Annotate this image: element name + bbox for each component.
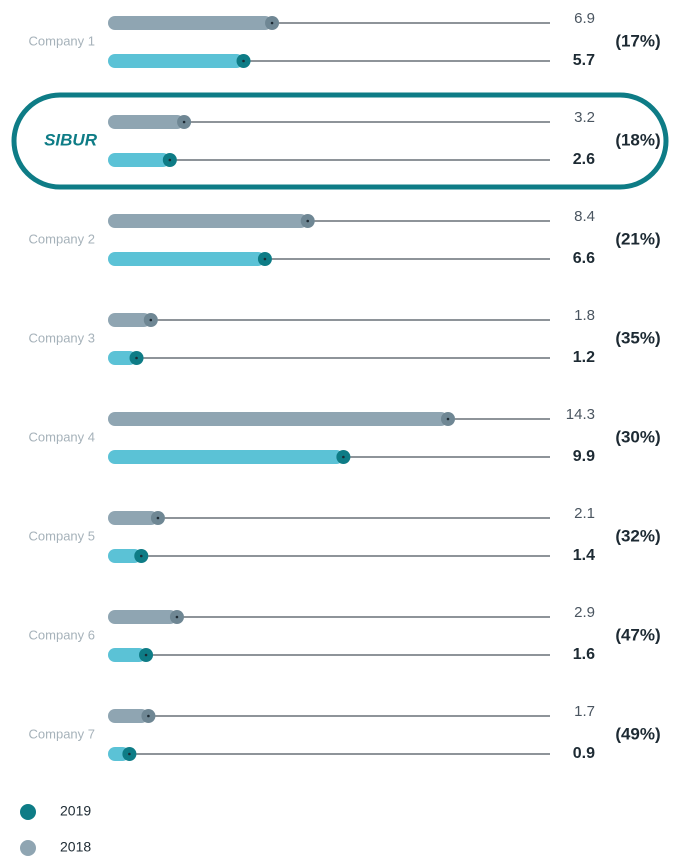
value-label: 14.3 xyxy=(566,406,595,423)
category-label: Company 7 xyxy=(29,726,95,741)
dot-center xyxy=(144,653,148,657)
bar xyxy=(108,252,265,266)
dot-center xyxy=(168,158,172,162)
change-label: (32%) xyxy=(615,526,660,545)
bar xyxy=(108,153,170,167)
value-label: 1.2 xyxy=(573,349,595,366)
value-label: 6.6 xyxy=(573,250,595,267)
category-logo: SIBUR xyxy=(44,130,98,149)
bar xyxy=(108,709,149,723)
dot-center xyxy=(175,615,179,619)
dot-center xyxy=(242,59,245,63)
bar xyxy=(108,54,244,68)
bar xyxy=(108,115,185,129)
highlight-frame xyxy=(11,92,669,190)
legend-label: 2019 xyxy=(60,803,91,819)
bar xyxy=(108,450,344,464)
dot-center xyxy=(149,318,153,322)
legend-label: 2018 xyxy=(60,839,91,855)
value-label: 2.9 xyxy=(574,604,595,621)
dot-center xyxy=(139,554,143,558)
change-label: (47%) xyxy=(615,625,660,644)
value-label: 3.2 xyxy=(574,109,595,126)
dot-center xyxy=(128,752,131,756)
bar xyxy=(108,313,151,327)
change-label: (49%) xyxy=(615,724,660,743)
change-label: (21%) xyxy=(615,229,660,248)
dot-center xyxy=(182,120,186,124)
dot-center xyxy=(135,356,138,360)
bar xyxy=(108,549,142,563)
value-label: 1.4 xyxy=(573,547,595,564)
category-label: Company 2 xyxy=(29,231,95,246)
category-label: Company 5 xyxy=(29,528,95,543)
dot-center xyxy=(342,455,345,459)
bar xyxy=(108,511,158,525)
dot-center xyxy=(156,516,160,520)
bar xyxy=(108,351,137,365)
category-label: Company 6 xyxy=(29,627,95,642)
bar xyxy=(108,610,177,624)
legend-dot xyxy=(20,804,36,820)
bar xyxy=(108,16,273,30)
value-label: 2.1 xyxy=(574,505,595,522)
bar xyxy=(108,648,147,662)
value-label: 2.6 xyxy=(573,151,595,168)
value-label: 1.6 xyxy=(573,646,595,663)
legend-dot xyxy=(20,840,36,856)
value-label: 5.7 xyxy=(573,52,595,69)
category-label: Company 4 xyxy=(29,429,95,444)
change-label: (17%) xyxy=(615,31,660,50)
change-label: (18%) xyxy=(615,130,660,149)
dot-center xyxy=(147,714,150,718)
value-label: 1.7 xyxy=(574,703,595,720)
bar xyxy=(108,214,308,228)
value-label: 1.8 xyxy=(574,307,595,324)
change-label: (35%) xyxy=(615,328,660,347)
dot-center xyxy=(446,417,450,421)
bar xyxy=(108,412,448,426)
category-label: Company 3 xyxy=(29,330,95,345)
change-label: (30%) xyxy=(615,427,660,446)
value-label: 9.9 xyxy=(573,448,595,465)
value-label: 0.9 xyxy=(573,745,595,762)
value-label: 8.4 xyxy=(574,208,595,225)
value-label: 6.9 xyxy=(574,10,595,27)
dot-center xyxy=(263,257,267,261)
dot-center xyxy=(306,219,310,223)
category-label: Company 1 xyxy=(29,33,95,48)
dot-center xyxy=(270,21,274,25)
